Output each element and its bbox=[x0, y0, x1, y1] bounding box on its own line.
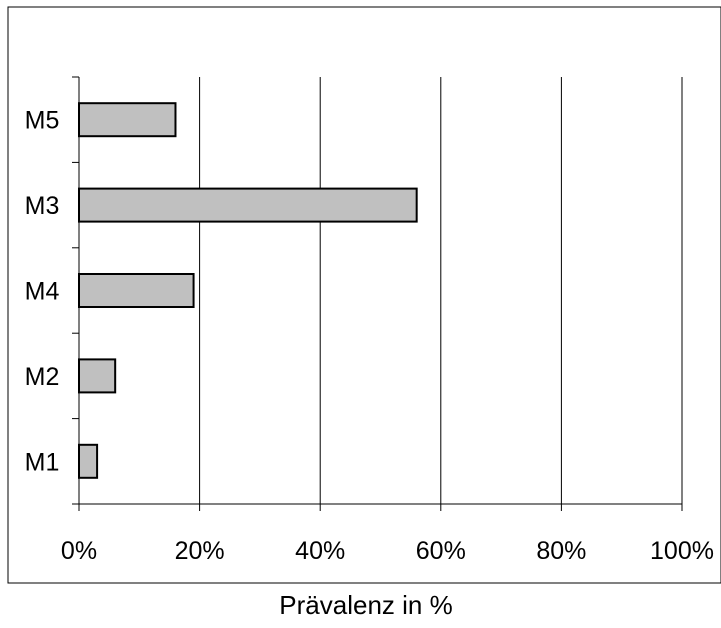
x-tick-label-100: 100% bbox=[650, 537, 714, 565]
category-labels: M1 M2 M4 M3 M5 bbox=[25, 107, 60, 477]
axes bbox=[72, 76, 683, 511]
bar-m2 bbox=[78, 358, 117, 394]
bar-series bbox=[78, 102, 418, 479]
category-label-m4: M4 bbox=[25, 278, 60, 306]
bar-m1 bbox=[78, 443, 99, 479]
x-axis-title: Prävalenz in % bbox=[279, 590, 452, 620]
x-tick-label-20: 20% bbox=[175, 537, 225, 565]
gridlines bbox=[199, 77, 683, 504]
x-tick-labels: 0% 20% 40% 60% 80% 100% bbox=[61, 537, 714, 565]
bar-m3 bbox=[78, 187, 418, 223]
x-tick-label-60: 60% bbox=[416, 537, 466, 565]
x-tick-label-40: 40% bbox=[295, 537, 345, 565]
bar-m4 bbox=[78, 273, 195, 308]
x-tick-label-80: 80% bbox=[536, 537, 586, 565]
category-label-m1: M1 bbox=[25, 448, 60, 476]
category-label-m3: M3 bbox=[25, 192, 60, 220]
category-label-m2: M2 bbox=[25, 363, 60, 391]
category-label-m5: M5 bbox=[25, 107, 60, 135]
bar-m5 bbox=[78, 102, 177, 138]
x-tick-label-0: 0% bbox=[61, 537, 97, 565]
